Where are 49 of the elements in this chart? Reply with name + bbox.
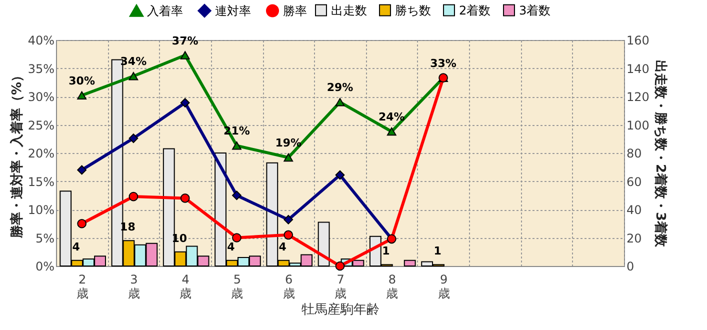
- legend-label: 2着数: [459, 3, 491, 18]
- y-tick-label: 15%: [28, 174, 54, 189]
- x-tick-label: 3歳: [128, 272, 140, 300]
- y2-tick-label: 140: [626, 62, 650, 76]
- y-tick-label: 5%: [35, 231, 54, 246]
- y2-tick-label: 100: [626, 118, 650, 132]
- x-tick-label: 4歳: [180, 272, 192, 300]
- y2-tick-label: 40: [626, 203, 642, 217]
- legend-label: 勝率: [283, 4, 307, 18]
- data-label: 29%: [326, 81, 354, 94]
- x-tick-label: 6歳: [282, 272, 295, 300]
- legend-label: 勝ち数: [395, 3, 431, 18]
- legend-label: 出走数: [331, 3, 367, 18]
- data-label: 4: [72, 240, 80, 254]
- y-tick-label: 10%: [28, 203, 54, 217]
- y-tick-label: 40%: [28, 34, 54, 48]
- y2-tick-label: 120: [626, 90, 650, 104]
- y-tick-label: 0%: [35, 260, 54, 274]
- data-label: 33%: [430, 56, 456, 70]
- bar: [318, 222, 330, 266]
- data-label: 1: [434, 244, 442, 258]
- y-tick-label: 30%: [28, 90, 54, 104]
- y2-axis-title: 出走数・勝ち数・2着数・3着数: [652, 60, 668, 248]
- bar: [404, 260, 416, 266]
- x-tick-label: 7歳: [334, 272, 346, 300]
- data-label: 4: [278, 240, 287, 254]
- x-tick-label: 8歳: [386, 272, 398, 300]
- x-tick-label: 2歳: [76, 272, 88, 300]
- legend-label: 入着率: [147, 4, 183, 18]
- y2-tick-label: 0: [626, 260, 634, 274]
- data-label: 37%: [172, 34, 198, 48]
- legend-label: 連対率: [215, 4, 251, 18]
- y-tick-label: 25%: [28, 118, 54, 132]
- x-tick-label: 5歳: [231, 272, 244, 300]
- y2-tick-label: 80: [626, 146, 642, 160]
- y-tick-label: 35%: [28, 62, 54, 76]
- data-label: 4: [227, 240, 236, 254]
- y-axis-title: 勝率・連対率・入着率（%）: [8, 68, 25, 240]
- data-label: 19%: [275, 136, 302, 150]
- y2-tick-label: 160: [626, 34, 650, 48]
- data-label: 24%: [378, 110, 405, 124]
- y-tick-label: 20%: [28, 146, 54, 160]
- y2-tick-label: 20: [626, 231, 642, 246]
- data-label: 1: [382, 244, 390, 258]
- legend-label: 3着数: [519, 3, 551, 18]
- x-axis-title: 牡馬産駒年齢: [302, 302, 380, 318]
- x-tick-label: 9歳: [438, 272, 450, 300]
- data-label: 30%: [68, 74, 95, 88]
- y2-tick-label: 60: [626, 174, 642, 189]
